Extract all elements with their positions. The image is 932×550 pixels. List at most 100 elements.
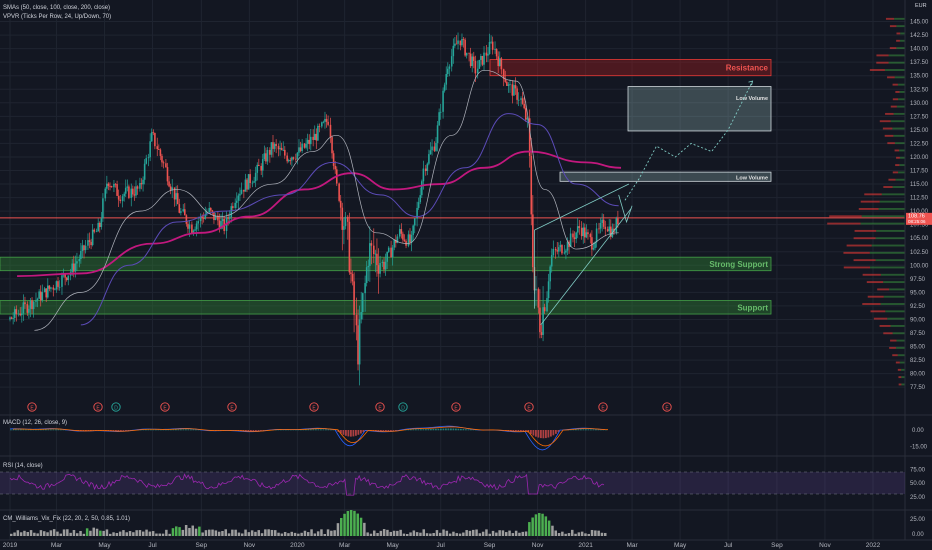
macd-histogram-bar: [117, 430, 120, 431]
candle-body: [582, 227, 585, 237]
macd-histogram-bar: [517, 430, 520, 432]
candle-body: [145, 158, 148, 164]
candle-body: [539, 307, 541, 333]
candle-body: [282, 149, 285, 151]
candle-body: [152, 132, 155, 134]
vpvr-down: [853, 237, 876, 240]
vix-bar: [33, 532, 36, 536]
vpvr-down: [889, 47, 897, 50]
zone-label: Low Volume: [736, 176, 768, 182]
macd-histogram-bar: [40, 429, 42, 431]
candle-body: [424, 168, 427, 172]
vpvr-up: [900, 368, 905, 371]
vix-bar: [105, 529, 109, 536]
macd-histogram-bar: [62, 429, 65, 431]
vix-bar: [521, 531, 524, 536]
vix-bar: [260, 533, 264, 536]
vix-bar: [458, 533, 462, 536]
macd-histogram-bar: [27, 429, 30, 431]
vix-bar: [531, 517, 534, 536]
candle-body: [537, 288, 540, 308]
earnings-marker-label: E: [378, 405, 382, 411]
macd-histogram-bar: [375, 430, 377, 431]
candle-body: [113, 183, 115, 188]
candle-body: [83, 245, 85, 251]
vpvr-down: [866, 281, 884, 284]
candle-body: [488, 42, 491, 55]
vpvr-up: [881, 193, 905, 196]
macd-axis-label: -15.00: [910, 445, 928, 451]
candle-body: [592, 248, 595, 250]
y-axis-label: 120.00: [910, 155, 929, 161]
candle-body: [604, 226, 607, 230]
macd-histogram-bar: [197, 429, 200, 431]
macd-histogram-bar: [382, 430, 385, 432]
macd-histogram-bar: [115, 430, 117, 431]
macd-histogram-bar: [470, 429, 472, 431]
candle-body: [329, 124, 332, 138]
vpvr-up: [899, 91, 905, 93]
earnings-marker-label: E: [665, 405, 669, 411]
candle-body: [436, 125, 439, 144]
vix-bar: [23, 530, 26, 536]
vix-bar: [49, 530, 53, 536]
candle-body: [443, 84, 446, 91]
candle-body: [357, 325, 359, 365]
y-axis-label: 82.50: [910, 358, 926, 364]
vix-bar: [376, 533, 379, 536]
vix-bar: [369, 533, 373, 536]
candle-body: [606, 229, 609, 232]
candle-body: [554, 248, 557, 251]
candle-body: [439, 111, 442, 113]
candle-body: [416, 207, 418, 219]
candle-body: [265, 153, 267, 162]
x-axis-label: 2020: [290, 542, 305, 549]
x-axis-label: Nov: [532, 542, 544, 549]
candle-body: [232, 206, 234, 208]
earnings-marker-label: E: [527, 405, 531, 411]
macd-histogram-bar: [170, 429, 172, 431]
candle-body: [369, 243, 371, 266]
vix-bar: [392, 530, 396, 536]
vpvr-down: [854, 229, 877, 232]
candle-body: [123, 193, 125, 197]
candle-body: [84, 245, 87, 251]
macd-histogram-bar: [572, 429, 575, 431]
macd-histogram-bar: [187, 429, 190, 431]
candle-body: [29, 300, 32, 309]
macd-histogram-bar: [120, 430, 122, 431]
macd-histogram-bar: [552, 430, 555, 436]
vix-bar: [590, 529, 594, 536]
candle-body: [284, 149, 286, 156]
earnings-marker: [598, 402, 608, 412]
vix-bar: [95, 528, 99, 536]
candle-body: [325, 118, 328, 122]
earnings-marker: [93, 402, 103, 412]
candle-body: [377, 265, 380, 274]
macd-histogram-bar: [317, 429, 320, 431]
candle-body: [206, 212, 208, 215]
candle-body: [280, 147, 283, 151]
vix-bar: [485, 529, 488, 536]
candle-body: [209, 208, 212, 211]
candle-body: [235, 200, 238, 203]
vix-bar: [184, 525, 188, 536]
candle-body: [462, 38, 465, 40]
macd-histogram-bar: [467, 429, 470, 431]
vix-legend: CM_Williams_Vix_Fix (22, 20, 2, 50, 0.85…: [3, 516, 130, 522]
candle-body: [65, 277, 68, 281]
macd-histogram-bar: [342, 430, 345, 435]
candle-body: [585, 232, 588, 238]
macd-histogram-bar: [332, 429, 335, 431]
candle-body: [455, 43, 458, 45]
candle-body: [360, 312, 362, 320]
macd-histogram-bar: [195, 429, 197, 431]
candle-body: [494, 49, 496, 50]
macd-histogram-bar: [322, 429, 325, 431]
channel-upper: [534, 183, 630, 231]
candle-body: [273, 143, 276, 149]
y-axis-label: 105.00: [910, 236, 929, 242]
earnings-marker-label: E: [96, 405, 100, 411]
vpvr-down: [879, 120, 891, 123]
